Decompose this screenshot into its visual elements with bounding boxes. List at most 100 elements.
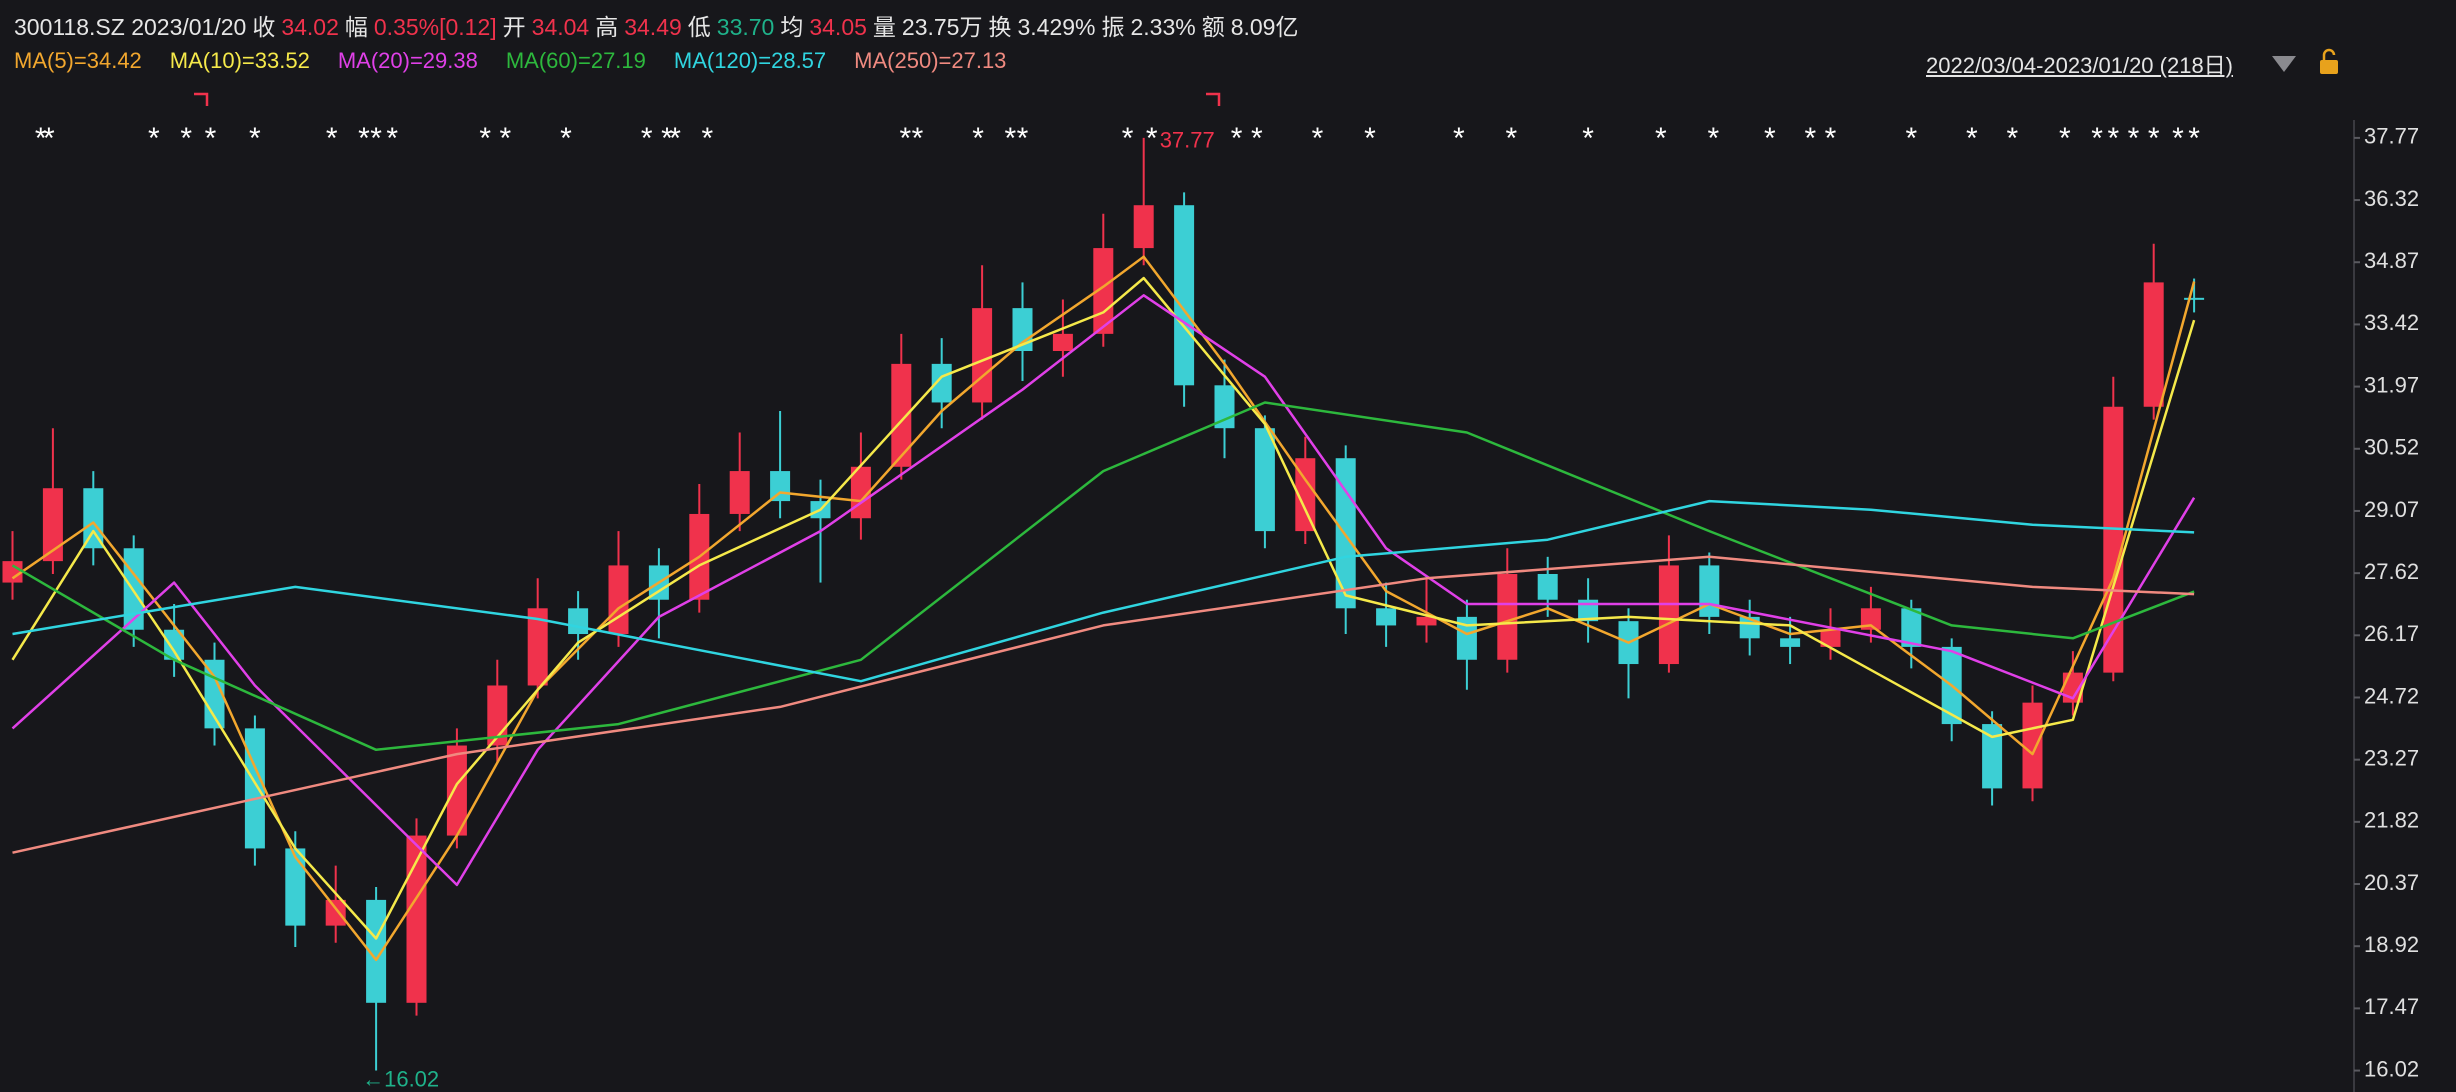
star-marker: * bbox=[1017, 122, 1029, 155]
star-marker: * bbox=[912, 122, 924, 155]
star-marker: * bbox=[1582, 122, 1594, 155]
star-marker: * bbox=[500, 122, 512, 155]
y-tick-label: 27.62 bbox=[2364, 559, 2419, 584]
y-tick-label: 33.42 bbox=[2364, 310, 2419, 335]
candle-body bbox=[1537, 573, 1558, 600]
info-label: 均 bbox=[780, 14, 804, 40]
symbol-date: 300118.SZ 2023/01/20 bbox=[14, 14, 247, 40]
candle-body bbox=[1780, 638, 1801, 647]
corner-marker bbox=[194, 92, 209, 106]
star-marker: * bbox=[1655, 122, 1667, 155]
info-label: 振 bbox=[1101, 14, 1125, 40]
high-label: 37.77 bbox=[1160, 128, 1215, 153]
star-marker: * bbox=[1146, 122, 1158, 155]
star-marker: * bbox=[180, 122, 192, 155]
star-marker: * bbox=[1707, 122, 1719, 155]
star-marker: * bbox=[370, 122, 382, 155]
y-tick-label: 24.72 bbox=[2364, 683, 2419, 708]
info-label: 换 bbox=[988, 14, 1012, 40]
info-value: 34.04 bbox=[531, 14, 590, 40]
star-marker: * bbox=[1905, 122, 1917, 155]
ma-line bbox=[11, 255, 2196, 962]
star-marker: * bbox=[1966, 122, 1978, 155]
star-marker: * bbox=[35, 122, 47, 155]
candle-body bbox=[1052, 333, 1073, 352]
star-marker: * bbox=[1231, 122, 1243, 155]
candle-body bbox=[1820, 629, 1841, 647]
legend-entry: MA(60)=27.19 bbox=[505, 48, 646, 73]
star-marker: * bbox=[148, 122, 160, 155]
y-tick-label: 29.07 bbox=[2364, 497, 2419, 522]
candle-body bbox=[568, 608, 589, 635]
info-label: 高 bbox=[595, 14, 619, 40]
info-value: 34.49 bbox=[624, 14, 682, 40]
y-tick-label: 34.87 bbox=[2364, 248, 2419, 273]
candle-body bbox=[1174, 205, 1195, 386]
star-marker: * bbox=[560, 122, 572, 155]
info-value: 23.75万 bbox=[901, 14, 983, 40]
candle-body bbox=[325, 899, 346, 926]
y-tick-label: 30.52 bbox=[2364, 435, 2419, 460]
star-marker: * bbox=[1764, 122, 1776, 155]
lock-icon[interactable] bbox=[2320, 48, 2338, 74]
candle-body bbox=[2, 561, 23, 583]
y-tick-label: 26.17 bbox=[2364, 621, 2419, 646]
star-marker: * bbox=[1251, 122, 1263, 155]
candle-body bbox=[2184, 297, 2205, 300]
candle-body bbox=[1982, 724, 2003, 789]
candle-body bbox=[83, 488, 104, 549]
y-tick-label: 23.27 bbox=[2364, 745, 2419, 770]
ma-line bbox=[12, 499, 2195, 683]
legend: MA(5)=34.42 MA(10)=33.52 MA(20)=29.38 MA(60… bbox=[14, 48, 1034, 74]
star-marker: * bbox=[702, 122, 714, 155]
star-marker: * bbox=[2188, 122, 2200, 155]
candle-body bbox=[1658, 565, 1679, 665]
star-marker: * bbox=[899, 122, 911, 155]
candle-body bbox=[446, 745, 467, 836]
candle-body bbox=[1497, 573, 1518, 660]
info-label: 低 bbox=[687, 14, 711, 40]
star-marker: * bbox=[326, 122, 338, 155]
ma-line bbox=[11, 401, 2195, 752]
star-marker: * bbox=[1505, 122, 1517, 155]
candles bbox=[2, 137, 2205, 1071]
dropdown-icon[interactable] bbox=[2272, 56, 2296, 72]
y-tick-label: 16.02 bbox=[2364, 1056, 2419, 1081]
info-label: 幅 bbox=[344, 14, 368, 40]
candle-body bbox=[1093, 248, 1114, 334]
legend-entry: MA(10)=33.52 bbox=[169, 48, 310, 73]
candle-body bbox=[1376, 608, 1397, 626]
star-marker: * bbox=[2107, 122, 2119, 155]
star-marker: * bbox=[1005, 122, 1017, 155]
y-tick-label: 18.92 bbox=[2364, 932, 2419, 957]
ma-line bbox=[11, 294, 2196, 887]
candle-body bbox=[285, 848, 306, 926]
date-range[interactable]: 2022/03/04-2023/01/20 (218日) bbox=[1926, 53, 2234, 78]
star-marker: * bbox=[661, 122, 673, 155]
candle-body bbox=[244, 728, 265, 849]
info-label: 额 bbox=[1201, 14, 1225, 40]
star-marker: * bbox=[1804, 122, 1816, 155]
legend-entry: MA(250)=27.13 bbox=[854, 48, 1007, 73]
candle-body bbox=[1335, 458, 1356, 609]
candle-body bbox=[2022, 702, 2043, 789]
y-tick-label: 21.82 bbox=[2364, 808, 2419, 833]
y-tick-label: 37.77 bbox=[2364, 124, 2419, 149]
legend-entry: MA(20)=29.38 bbox=[337, 48, 478, 73]
star-marker: * bbox=[2006, 122, 2018, 155]
ma-line bbox=[12, 555, 2195, 854]
ma-line bbox=[11, 276, 2196, 940]
info-bar: 300118.SZ 2023/01/20 收 34.02 幅 0.35%[0.12] 开 3… bbox=[14, 8, 1304, 42]
star-marker: * bbox=[249, 122, 261, 155]
candle-body bbox=[1133, 205, 1154, 249]
candle-body bbox=[164, 629, 185, 660]
candle-body bbox=[42, 488, 63, 562]
candle-body bbox=[366, 899, 387, 1003]
star-marker: * bbox=[1364, 122, 1376, 155]
candle-body bbox=[1901, 608, 1922, 647]
star-marker: * bbox=[669, 122, 681, 155]
star-marker: * bbox=[358, 122, 370, 155]
candle-body bbox=[608, 565, 629, 635]
y-tick-label: 36.32 bbox=[2364, 186, 2419, 211]
